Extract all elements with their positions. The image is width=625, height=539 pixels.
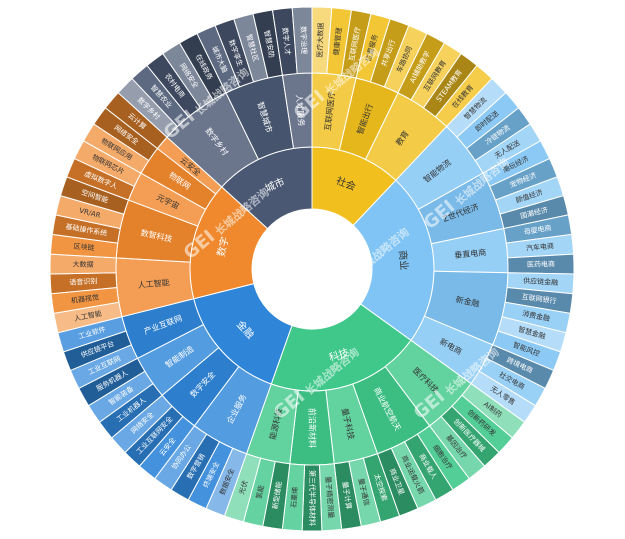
ring3-label: 量子精密测量	[324, 476, 336, 519]
ring3-label: 机器视觉	[70, 292, 99, 305]
ring2-label: 互联网医疗	[322, 91, 336, 132]
ring3-label: 数字治理	[299, 26, 309, 54]
ring3-label: 大数据	[72, 259, 93, 268]
ring3-label: 石墨烯	[289, 486, 300, 508]
ring2-label: 人才服务	[294, 94, 306, 127]
ring3-label: 氢能	[254, 484, 266, 500]
ring3-label: 汽车电商	[526, 241, 555, 253]
ring3-label: 区块链	[73, 241, 95, 252]
ring3-label: 光伏	[237, 479, 250, 495]
ring3-label: 第三代半导体材料	[308, 470, 317, 526]
ring2-label: 人工智能	[137, 277, 170, 290]
ring3-label: 语音识别	[69, 276, 97, 287]
ring3-label: 量子计算	[340, 481, 353, 510]
sunburst-arcs	[49, 6, 575, 532]
ring2-label: 垂直电商	[454, 247, 487, 260]
ring3-label: 新型储能	[270, 481, 283, 510]
ring2-label: 新金融	[455, 294, 481, 309]
ring2-label: 前沿新材料	[308, 408, 318, 448]
ring3-label: 健康管理	[331, 27, 343, 56]
ring3-label: 医药电商	[527, 259, 555, 269]
ring3-segment	[291, 6, 313, 75]
ring1-label: 商业	[396, 250, 411, 271]
ring3-label: 医疗大数据	[315, 22, 325, 57]
ring3-label: 数字人才	[280, 27, 292, 56]
watermark-brand: GEI	[320, 266, 359, 304]
ring3-label: 供应链金融	[523, 276, 558, 287]
